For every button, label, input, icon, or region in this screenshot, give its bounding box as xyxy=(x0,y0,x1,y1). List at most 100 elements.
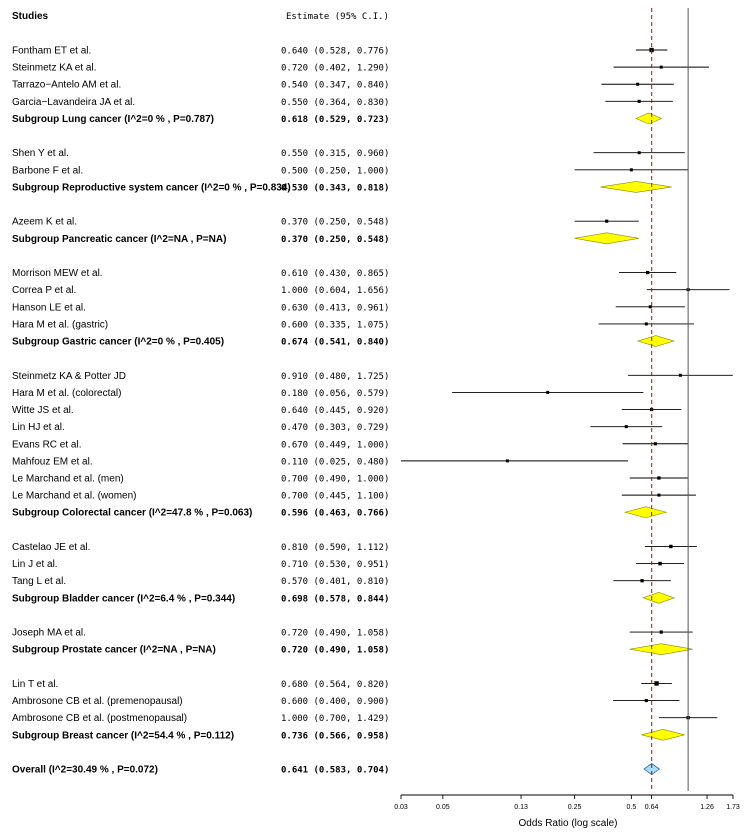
study-label: Hara M et al. (colorectal) xyxy=(12,388,121,399)
subgroup-label: Subgroup Reproductive system cancer (I^2… xyxy=(12,182,291,193)
study-label: Steinmetz KA & Potter JD xyxy=(12,371,126,382)
study-point xyxy=(629,168,633,172)
study-label: Correa P et al. xyxy=(12,285,76,296)
study-label: Mahfouz EM et al. xyxy=(12,456,93,467)
subgroup-label: Subgroup Prostate cancer (I^2=NA , P=NA) xyxy=(12,645,216,656)
study-label: Evans RC et al. xyxy=(12,439,81,450)
study-label: Tarrazo−Antelo AM et al. xyxy=(12,80,121,91)
x-tick-label: 0.03 xyxy=(394,804,408,811)
study-label: Lin HJ et al. xyxy=(12,422,65,433)
subgroup-diamond xyxy=(636,335,675,347)
subgroup-estimate: 0.698 (0.578, 0.844) xyxy=(281,594,389,604)
study-point xyxy=(658,561,662,566)
study-estimate: 0.700 (0.490, 1.000) xyxy=(281,475,389,485)
x-tick-label: 0.13 xyxy=(514,804,528,811)
subgroup-diamond xyxy=(641,728,685,741)
study-label: Lin J et al. xyxy=(12,559,58,570)
x-tick-label: 1.73 xyxy=(726,804,740,811)
study-point xyxy=(644,322,648,326)
study-label: Fontham ET et al. xyxy=(12,46,91,57)
subgroup-label: Subgroup Breast cancer (I^2=54.4 % , P=0… xyxy=(12,730,234,741)
study-point xyxy=(659,630,663,634)
study-estimate: 0.550 (0.315, 0.960) xyxy=(281,149,389,159)
study-estimate: 0.610 (0.430, 0.865) xyxy=(281,269,389,279)
study-point xyxy=(669,544,673,549)
study-label: Castelao JE et al. xyxy=(12,542,90,553)
subgroup-diamond xyxy=(600,181,672,193)
study-estimate: 0.600 (0.335, 1.075) xyxy=(281,320,389,330)
study-label: Morrison MEW et al. xyxy=(12,268,103,279)
study-point xyxy=(654,681,659,686)
study-label: Steinmetz KA et al. xyxy=(12,63,97,74)
subgroup-diamond xyxy=(623,506,668,519)
subgroup-label: Subgroup Pancreatic cancer (I^2=NA , P=N… xyxy=(12,234,226,245)
header-estimate: Estimate (95% C.I.) xyxy=(286,12,389,22)
study-label: Shen Y et al. xyxy=(12,148,69,159)
study-point xyxy=(648,305,652,309)
study-estimate: 0.570 (0.401, 0.810) xyxy=(281,577,389,587)
study-label: Le Marchand et al. (women) xyxy=(12,491,137,502)
study-estimate: 0.910 (0.480, 1.725) xyxy=(281,372,389,382)
x-axis-label: Odds Ratio (log scale) xyxy=(519,818,618,829)
study-estimate: 0.550 (0.364, 0.830) xyxy=(281,98,389,108)
study-point xyxy=(546,390,550,394)
study-label: Hara M et al. (gastric) xyxy=(12,319,108,330)
study-label: Barbone F et al. xyxy=(12,165,83,176)
study-estimate: 1.000 (0.700, 1.429) xyxy=(281,714,389,724)
study-estimate: 0.810 (0.590, 1.112) xyxy=(281,543,389,553)
study-label: Ambrosone CB et al. (premenopausal) xyxy=(12,696,183,707)
study-point xyxy=(646,270,650,275)
x-axis: 0.03 0.05 0.13 0.25 0.5 0.64 1.26 1.73 xyxy=(394,8,740,811)
subgroup-estimate: 0.370 (0.250, 0.548) xyxy=(281,235,389,245)
forest-rows: Fontham ET et al. 0.640 (0.528, 0.776) Ste… xyxy=(12,46,733,776)
subgroup-label: Subgroup Gastric cancer (I^2=0 % , P=0.4… xyxy=(12,337,224,348)
subgroup-estimate: 0.674 (0.541, 0.840) xyxy=(281,338,389,348)
x-tick-label: 0.64 xyxy=(645,804,659,811)
study-point xyxy=(636,82,640,86)
study-point xyxy=(637,151,641,155)
study-estimate: 1.000 (0.604, 1.656) xyxy=(281,286,389,296)
study-point xyxy=(657,493,661,497)
study-estimate: 0.720 (0.402, 1.290) xyxy=(281,64,389,74)
study-estimate: 0.110 (0.025, 0.480) xyxy=(281,457,389,467)
study-estimate: 0.630 (0.413, 0.961) xyxy=(281,303,389,313)
study-estimate: 0.540 (0.347, 0.840) xyxy=(281,81,389,91)
study-label: Ambrosone CB et al. (postmenopausal) xyxy=(12,713,187,724)
study-estimate: 0.640 (0.528, 0.776) xyxy=(281,47,389,57)
x-tick-label: 1.26 xyxy=(700,804,714,811)
study-estimate: 0.470 (0.303, 0.729) xyxy=(281,423,389,433)
study-estimate: 0.180 (0.056, 0.579) xyxy=(281,389,389,399)
subgroup-estimate: 0.530 (0.343, 0.818) xyxy=(281,183,389,193)
subgroup-estimate: 0.618 (0.529, 0.723) xyxy=(281,115,389,125)
study-estimate: 0.600 (0.400, 0.900) xyxy=(281,697,389,707)
overall-diamond xyxy=(643,763,661,776)
study-point xyxy=(640,579,644,583)
subgroup-diamond xyxy=(629,643,693,656)
overall-label: Overall (I^2=30.49 % , P=0.072) xyxy=(12,765,158,776)
study-label: Hanson LE et al. xyxy=(12,302,86,313)
subgroup-diamond xyxy=(642,592,676,604)
subgroup-diamond xyxy=(574,232,639,245)
header-studies: Studies xyxy=(12,11,49,22)
study-point xyxy=(678,373,682,377)
study-point xyxy=(624,425,628,429)
study-point xyxy=(605,219,609,223)
subgroup-label: Subgroup Colorectal cancer (I^2=47.8 % ,… xyxy=(12,508,252,519)
x-tick-label: 0.5 xyxy=(626,804,636,811)
study-estimate: 0.670 (0.449, 1.000) xyxy=(281,440,389,450)
study-point xyxy=(644,699,648,703)
x-tick-label: 0.25 xyxy=(568,804,582,811)
study-estimate: 0.720 (0.490, 1.058) xyxy=(281,629,389,639)
study-label: Joseph MA et al. xyxy=(12,628,86,639)
study-estimate: 0.500 (0.250, 1.000) xyxy=(281,166,389,176)
study-label: Tang L et al. xyxy=(12,576,66,587)
subgroup-estimate: 0.720 (0.490, 1.058) xyxy=(281,646,389,656)
x-tick-label: 0.05 xyxy=(436,804,450,811)
study-label: Azeem K et al. xyxy=(12,217,77,228)
study-point xyxy=(659,65,663,69)
study-label: Garcia−Lavandeira JA et al. xyxy=(12,97,135,108)
subgroup-estimate: 0.596 (0.463, 0.766) xyxy=(281,509,389,519)
overall-estimate: 0.641 (0.583, 0.704) xyxy=(281,766,389,776)
subgroup-label: Subgroup Bladder cancer (I^2=6.4 % , P=0… xyxy=(12,593,235,604)
subgroup-estimate: 0.736 (0.566, 0.958) xyxy=(281,731,389,741)
